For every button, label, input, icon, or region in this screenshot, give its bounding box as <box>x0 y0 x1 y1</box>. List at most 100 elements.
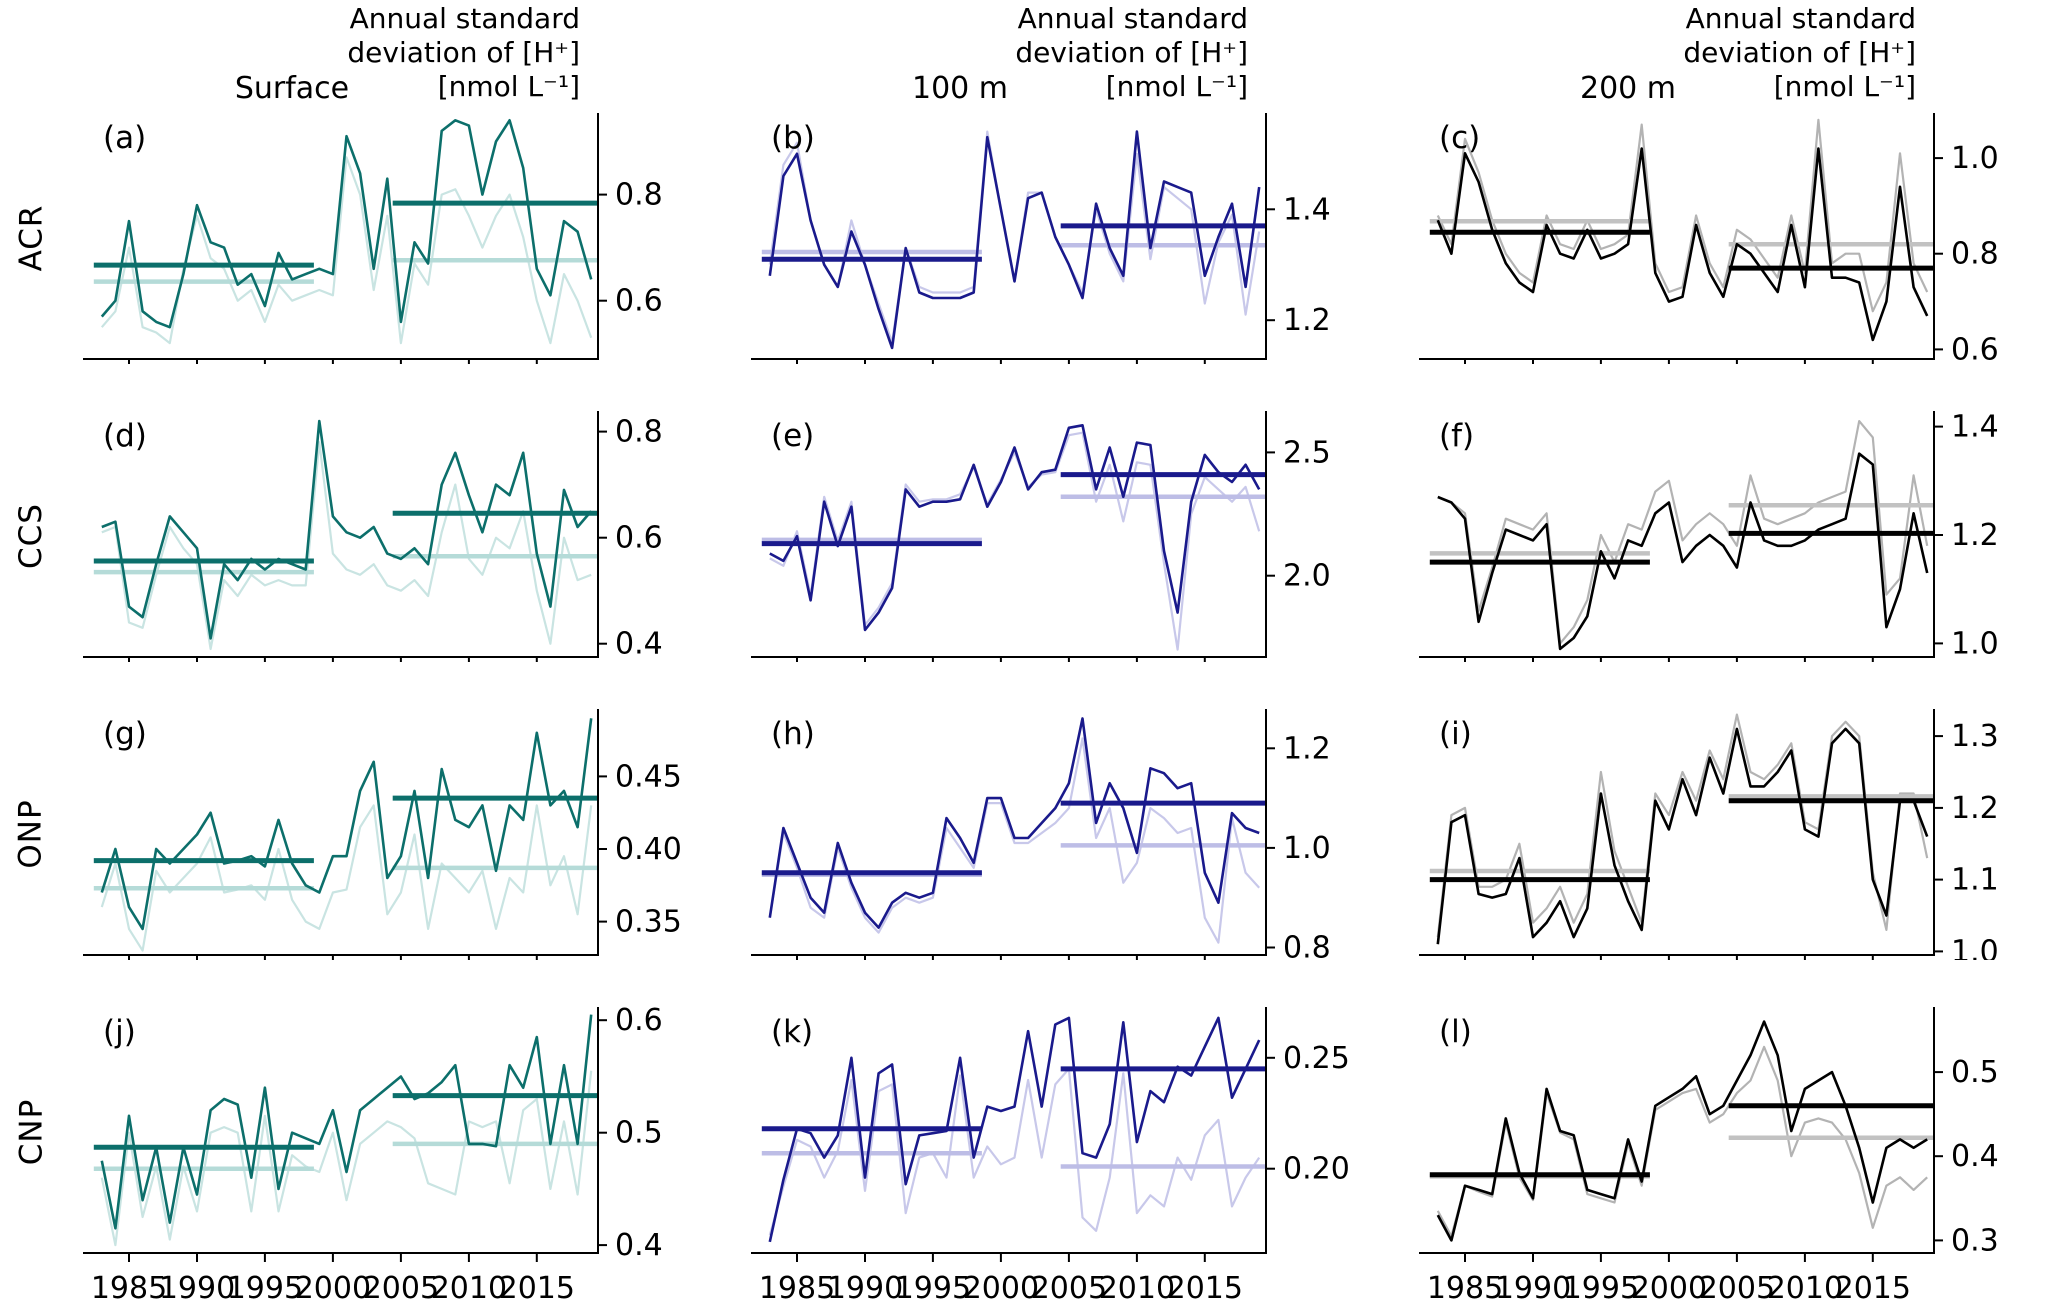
row-label-cnp: CNP <box>0 1006 62 1258</box>
y-tick-label: 1.0 <box>1951 934 1999 960</box>
y-tick-label: 0.5 <box>615 1116 663 1151</box>
panel-letter: (f) <box>1439 418 1474 454</box>
y-tick-label: 0.6 <box>615 284 663 319</box>
column-surface: Surface Annual standard deviation of [H⁺… <box>62 0 730 1311</box>
panel-i-chart: 1.0 1.1 1.2 1.3 (i) <box>1419 709 1999 960</box>
y-tick-label: 0.35 <box>615 905 682 940</box>
row-label-text: CCS <box>13 503 49 569</box>
annotation-line: deviation of [H⁺] <box>1015 36 1248 69</box>
x-tick-label: 2010 <box>1099 1271 1175 1306</box>
series-secondary-line <box>768 130 1261 344</box>
series-secondary-line <box>100 1070 593 1247</box>
annotation-line: [nmol L⁻¹] <box>1773 70 1916 103</box>
series-secondary-line <box>1436 118 1929 313</box>
y-tick-label: 1.2 <box>1283 303 1331 338</box>
y-tick-label: 0.4 <box>1951 1139 1999 1174</box>
x-tick-label: 2000 <box>1631 1271 1707 1306</box>
annotation-line: [nmol L⁻¹] <box>437 70 580 103</box>
series-primary-line <box>1436 1020 1928 1242</box>
series-secondary-line <box>100 156 593 345</box>
y-tick-label: 0.6 <box>615 521 663 556</box>
y-tick-label: 0.45 <box>615 759 682 794</box>
x-tick-label: 2010 <box>1767 1271 1843 1306</box>
series-secondary-line <box>768 737 1261 944</box>
y-tick-label: 1.2 <box>1283 731 1331 766</box>
row-labels-gutter: ACR CCS ONP CNP <box>0 0 62 1311</box>
panel-letter: (a) <box>103 120 146 156</box>
panel-d-chart: 0.4 0.6 0.8 (d) <box>83 411 663 662</box>
series-primary-line <box>101 419 593 640</box>
series-secondary-line <box>1437 420 1929 645</box>
row-label-text: ACR <box>13 204 50 272</box>
y-axis-annotation: Annual standard deviation of [H⁺] [nmol … <box>1683 2 1916 104</box>
annotation-line: deviation of [H⁺] <box>347 36 580 69</box>
column-title: 100 m <box>911 71 1009 106</box>
x-tick-label: 2015 <box>499 1271 575 1306</box>
column-100m: 100 m Annual standard deviation of [H⁺] … <box>730 0 1398 1311</box>
panel-letter: (k) <box>771 1014 813 1050</box>
y-tick-label: 1.2 <box>1951 518 1999 553</box>
y-axis-annotation: Annual standard deviation of [H⁺] [nmol … <box>1015 2 1248 104</box>
x-tick-label: 2000 <box>295 1271 371 1306</box>
y-tick-label: 0.3 <box>1951 1223 1999 1258</box>
panel-g-chart: 0.35 0.40 0.45 (g) <box>83 709 682 960</box>
x-tick-label: 1985 <box>91 1271 167 1306</box>
row-label-ccs: CCS <box>0 410 62 662</box>
y-tick-label: 2.5 <box>1283 435 1331 470</box>
y-tick-label: 0.4 <box>615 627 663 662</box>
series-secondary-line <box>1436 713 1929 938</box>
y-axis-annotation: Annual standard deviation of [H⁺] [nmol … <box>347 2 580 104</box>
series-primary-line <box>1437 452 1929 651</box>
series-secondary-line <box>768 1067 1261 1236</box>
series-primary-line <box>768 130 1261 350</box>
row-label-onp: ONP <box>0 708 62 960</box>
column-200m: 200 m Annual standard deviation of [H⁺] … <box>1398 0 2066 1311</box>
series-primary-line <box>100 119 593 329</box>
annotation-line: [nmol L⁻¹] <box>1105 70 1248 103</box>
annotation-line: deviation of [H⁺] <box>1683 36 1916 69</box>
x-tick-label: 2005 <box>1031 1271 1107 1306</box>
panel-letter: (b) <box>771 120 815 156</box>
y-tick-label: 0.8 <box>1951 237 1999 272</box>
y-tick-label: 0.20 <box>1283 1152 1350 1187</box>
y-tick-label: 0.8 <box>615 178 663 213</box>
annotation-line: Annual standard <box>1685 2 1916 35</box>
y-tick-label: 0.40 <box>615 832 682 867</box>
panel-a-chart: 0.6 0.8 (a) <box>83 113 663 364</box>
x-tick-label: 1985 <box>759 1271 835 1306</box>
panel-f-chart: 1.0 1.2 1.4 (f) <box>1419 410 1999 662</box>
y-tick-label: 0.6 <box>615 1006 663 1038</box>
y-tick-label: 0.25 <box>1283 1041 1350 1076</box>
series-secondary-line <box>101 441 592 651</box>
y-tick-label: 1.3 <box>1951 719 1999 754</box>
y-tick-label: 1.4 <box>1951 410 1999 445</box>
series-primary-line <box>768 717 1260 929</box>
row-label-text: ONP <box>13 799 50 869</box>
x-tick-label: 1990 <box>159 1271 235 1306</box>
x-tick-label: 2005 <box>1699 1271 1775 1306</box>
panel-letter: (d) <box>103 418 147 454</box>
series-primary-line <box>769 424 1261 632</box>
x-tick-label: 2015 <box>1167 1271 1243 1306</box>
y-tick-label: 1.1 <box>1951 863 1999 898</box>
y-tick-label: 1.0 <box>1951 626 1999 661</box>
column-header: Surface Annual standard deviation of [H⁺… <box>62 0 730 112</box>
x-tick-label: 2015 <box>1835 1271 1911 1306</box>
column-header: 200 m Annual standard deviation of [H⁺] … <box>1398 0 2066 112</box>
series-primary-line <box>100 718 593 931</box>
x-tick-label: 2000 <box>963 1271 1039 1306</box>
series-primary-line <box>1436 147 1929 342</box>
panel-letter: (l) <box>1439 1014 1472 1050</box>
y-tick-label: 1.0 <box>1283 831 1331 866</box>
column-title: Surface <box>234 71 350 106</box>
x-tick-label: 1995 <box>227 1271 303 1306</box>
panel-letter: (i) <box>1439 716 1472 752</box>
x-tick-label: 2010 <box>431 1271 507 1306</box>
y-tick-label: 0.4 <box>615 1228 663 1263</box>
y-tick-label: 0.5 <box>1951 1055 1999 1090</box>
panel-letter: (e) <box>771 418 814 454</box>
